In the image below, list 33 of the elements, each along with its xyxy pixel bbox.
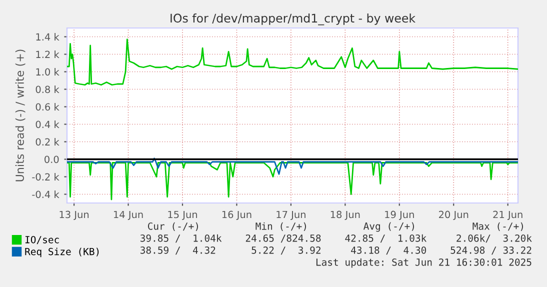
y-tick-label: 0.6 k [36, 103, 60, 111]
text: Avg (-/+) [364, 222, 414, 232]
x-tick-label: 15 Jun [168, 210, 197, 220]
x-tick-label: 13 Jun [60, 210, 89, 220]
x-tick-label: 19 Jun [385, 210, 414, 220]
line-series [67, 158, 518, 175]
y-tick-label: 1.4 k [36, 33, 60, 40]
x-tick-label: 16 Jun [222, 210, 252, 220]
line-series [67, 38, 518, 86]
y-tick-label: -0.2 k [32, 173, 60, 181]
x-tick-label: 14 Jun [114, 210, 143, 220]
y-tick-label: 0.4 k [36, 120, 60, 128]
text: Last update: Sat Jun 21 16:30:01 2025 [316, 258, 532, 268]
y-tick-label: 1.2 k [36, 50, 60, 58]
y-tick-label: 0.8 k [36, 86, 60, 94]
x-tick-label: 20 Jun [438, 210, 468, 220]
legend-label: Req Size (KB) [25, 248, 99, 258]
text: Cur (-/+) [148, 222, 198, 231]
line-series [67, 162, 518, 200]
text: Max (-/+) [472, 222, 523, 231]
x-tick-label: 18 Jun [330, 210, 360, 220]
text: 39.85 / 1.04k 24.65 /824.58 42.85 / 1.03k 2.06k/ 3.20k [140, 234, 532, 243]
x-tick-label: 21 Jun [493, 210, 522, 220]
y-axis-title: Units read (-) / write (+) [15, 50, 26, 182]
legend-label: IO/sec [25, 236, 59, 244]
x-tick-label: 17 Jun [276, 210, 306, 220]
y-tick-label: 0.2 k [36, 138, 60, 146]
text: Min (-/+) [256, 222, 306, 231]
text: 38.59 / 4.32 5.22 / 3.92 43.18 / 4.30 524.98 / 33.22 [140, 246, 532, 255]
y-tick-label: 1.0 k [36, 68, 60, 76]
y-tick-label: -0.4 k [32, 190, 60, 198]
y-tick-label: 0.0 [44, 156, 59, 164]
chart-title: IOs for /dev/mapper/md1_crypt - by week [170, 13, 416, 26]
